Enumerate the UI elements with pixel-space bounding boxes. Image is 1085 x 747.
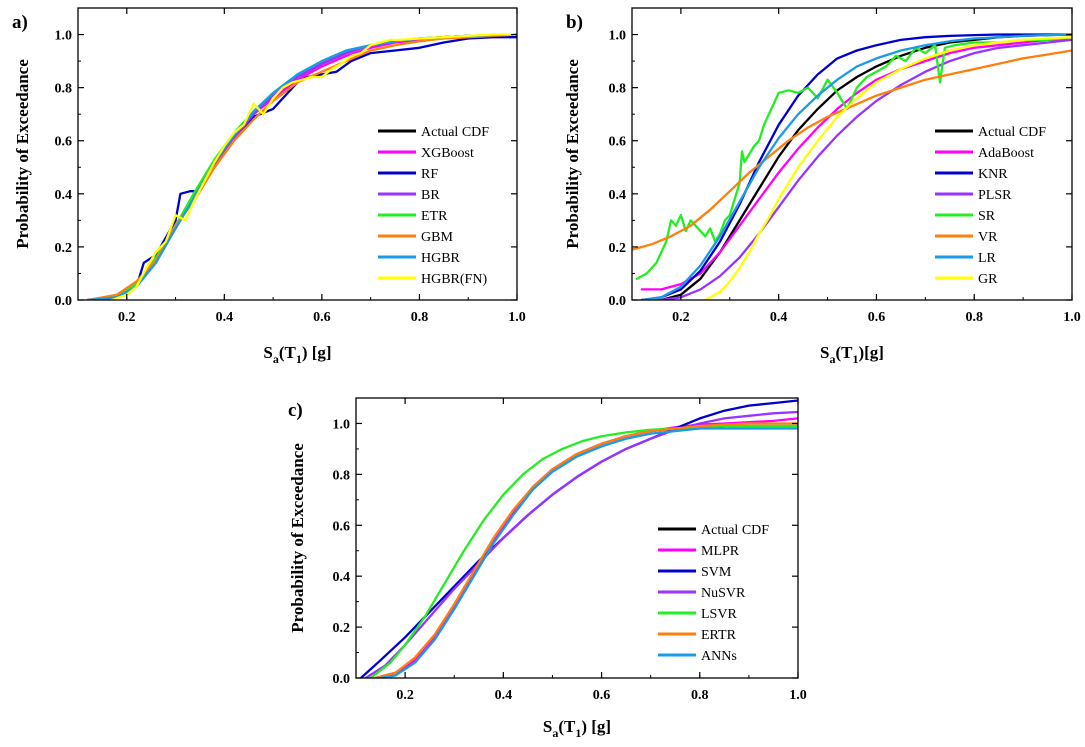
legend-label: KNR (978, 167, 1008, 182)
x-tick-label: 0.4 (216, 310, 234, 325)
y-tick-label: 1.0 (609, 29, 627, 44)
x-tick-label: 1.0 (789, 688, 807, 703)
legend-label: LR (978, 251, 997, 266)
y-tick-label: 0.0 (55, 294, 73, 309)
x-tick-label: 0.8 (965, 310, 983, 325)
series-line (640, 38, 1072, 300)
x-tick-label: 0.2 (672, 310, 690, 325)
legend-label: SR (978, 209, 996, 224)
panel-label: b) (566, 12, 583, 33)
x-tick-label: 0.6 (593, 688, 611, 703)
y-tick-label: 0.8 (55, 82, 73, 97)
series-line (640, 33, 1072, 300)
series-line (110, 33, 517, 300)
panel-label: a) (12, 12, 28, 33)
legend-label: Actual CDF (701, 523, 769, 538)
y-tick-label: 0.2 (55, 241, 73, 256)
panel-label: c) (288, 400, 303, 421)
legend-label: VR (978, 230, 998, 245)
y-tick-label: 0.6 (55, 135, 73, 150)
y-axis-label: Probability of Exceedance (13, 59, 32, 249)
series-line (379, 427, 798, 678)
legend-label: ERTR (701, 628, 737, 643)
legend-label: XGBoost (421, 146, 474, 161)
y-axis-label: Probability of Exceedance (288, 443, 307, 633)
series-line (86, 33, 517, 300)
x-axis-label: Sa(T1) [g] (543, 717, 611, 740)
x-tick-label: 0.4 (495, 688, 513, 703)
legend-label: MLPR (701, 544, 740, 559)
legend-label: Actual CDF (978, 125, 1046, 140)
x-tick-label: 0.2 (396, 688, 414, 703)
x-axis-label: Sa(T1)[g] (820, 343, 884, 366)
series-line (374, 422, 798, 678)
legend-label: AdaBoost (978, 146, 1034, 161)
legend-label: HGBR (421, 251, 461, 266)
y-tick-label: 0.8 (609, 82, 627, 97)
legend-label: ANNs (701, 649, 737, 664)
y-tick-label: 0.2 (609, 241, 627, 256)
y-tick-label: 1.0 (333, 417, 351, 432)
legend-label: GR (978, 272, 998, 287)
y-tick-label: 0.4 (55, 188, 73, 203)
y-tick-label: 0.0 (333, 672, 351, 687)
y-tick-label: 0.4 (609, 188, 627, 203)
series-group (359, 399, 798, 678)
series-line (704, 36, 1072, 300)
y-tick-label: 0.6 (609, 135, 627, 150)
legend: Actual CDF XGBoost RF BR ETR GBM HGBR HGBR(FN) (378, 125, 489, 287)
y-tick-label: 0.0 (609, 294, 627, 309)
series-line (632, 49, 1072, 251)
legend-label: RF (421, 167, 438, 182)
legend-label: LSVR (701, 607, 737, 622)
series-group (632, 33, 1072, 300)
series-line (640, 33, 1072, 300)
legend-label: PLSR (978, 188, 1012, 203)
series-line (640, 38, 1072, 291)
plot-frame (355, 397, 799, 679)
legend-label: Actual CDF (421, 125, 489, 140)
legend-label: HGBR(FN) (421, 272, 487, 287)
x-tick-label: 0.4 (770, 310, 788, 325)
series-group (86, 33, 517, 300)
y-tick-label: 1.0 (55, 29, 73, 44)
plot-frame (77, 7, 518, 301)
legend-label: NuSVR (701, 586, 746, 601)
legend: Actual CDF AdaBoost KNR PLSR SR VR LR GR (935, 125, 1046, 287)
x-axis-label: Sa(T1) [g] (263, 343, 331, 366)
x-tick-label: 0.8 (691, 688, 709, 703)
chart-panel-1: a) 0.2 0.4 0.6 0.8 1.0 0.0 0.2 0.4 0.6 0.8 1.0 Proba… (12, 7, 526, 366)
x-tick-label: 0.2 (118, 310, 136, 325)
legend-label: SVM (701, 565, 732, 580)
legend-label: BR (421, 188, 440, 203)
plot-frame (631, 7, 1073, 301)
legend-label: GBM (421, 230, 453, 245)
x-tick-label: 0.6 (313, 310, 331, 325)
x-tick-label: 0.8 (411, 310, 429, 325)
legend: Actual CDF MLPR SVM NuSVR LSVR ERTR ANNs (658, 523, 769, 664)
x-tick-label: 1.0 (508, 310, 526, 325)
series-line (369, 424, 798, 678)
series-line (364, 410, 798, 678)
y-axis-label: Probability of Exceedance (563, 59, 582, 249)
y-tick-label: 0.2 (333, 621, 351, 636)
x-tick-label: 1.0 (1063, 310, 1081, 325)
y-tick-label: 0.6 (333, 519, 351, 534)
legend-label: ETR (421, 209, 448, 224)
y-tick-label: 0.4 (333, 570, 351, 585)
x-tick-label: 0.6 (868, 310, 886, 325)
chart-panel-2: b) 0.2 0.4 0.6 0.8 1.0 0.0 0.2 0.4 0.6 0.8 1.0 Proba… (563, 7, 1081, 366)
chart-panel-3: c) 0.2 0.4 0.6 0.8 1.0 0.0 0.2 0.4 0.6 0.8 1.0 Proba… (288, 397, 807, 740)
series-line (86, 36, 517, 300)
y-tick-label: 0.8 (333, 468, 351, 483)
